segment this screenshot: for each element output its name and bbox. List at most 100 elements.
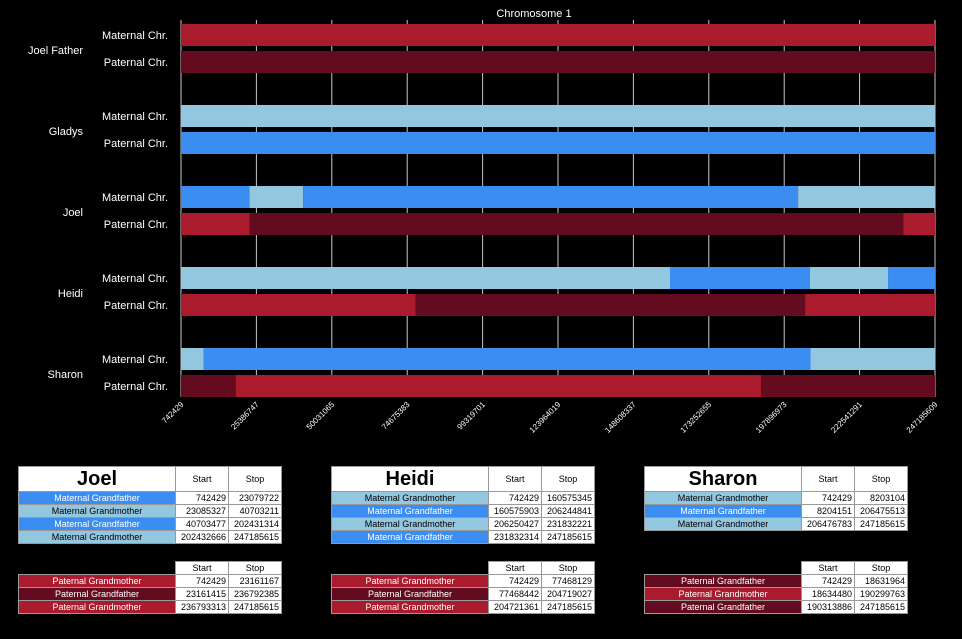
segment-start: 8204151	[801, 504, 855, 518]
x-tick-label: 247185609	[905, 400, 940, 435]
segment-stop: 247185615	[541, 600, 595, 614]
segment-bar	[235, 375, 761, 397]
segment-stop: 18631964	[854, 574, 908, 588]
segment-stop: 23079722	[228, 491, 282, 505]
segment-bar	[249, 186, 304, 208]
segment-start: 40703477	[175, 517, 229, 531]
start-header: Start	[175, 561, 229, 575]
segment-start: 23085327	[175, 504, 229, 518]
segment-source: Paternal Grandmother	[331, 574, 489, 588]
x-tick-label: 148608337	[603, 400, 638, 435]
stop-header: Stop	[228, 561, 282, 575]
segment-bar	[249, 213, 904, 235]
stop-header: Stop	[541, 561, 595, 575]
start-header: Start	[488, 466, 542, 492]
segment-start: 204721361	[488, 600, 542, 614]
track-label: Paternal Chr.	[104, 57, 168, 69]
segment-bar	[760, 375, 935, 397]
segment-source: Maternal Grandmother	[644, 491, 802, 505]
maternal-table: Heidi Start Stop Maternal Grandmother 742429…	[331, 466, 595, 544]
segment-start: 23161415	[175, 587, 229, 601]
person-label: Joel Father	[28, 45, 83, 57]
segment-stop: 23161167	[228, 574, 282, 588]
segment-source: Maternal Grandfather	[18, 517, 176, 531]
segment-bar	[181, 105, 935, 127]
start-header: Start	[801, 561, 855, 575]
track-label: Paternal Chr.	[104, 381, 168, 393]
segment-start: 202432666	[175, 530, 229, 544]
segment-bar	[181, 132, 935, 154]
x-tick-label: 222541291	[829, 400, 864, 435]
segment-stop: 206475513	[854, 504, 908, 518]
segment-bar	[888, 267, 935, 289]
segment-source: Maternal Grandmother	[644, 517, 802, 531]
segment-bar	[181, 267, 671, 289]
track-label: Maternal Chr.	[102, 192, 168, 204]
segment-stop: 247185615	[854, 517, 908, 531]
segment-source: Maternal Grandmother	[331, 517, 489, 531]
segment-start: 742429	[175, 574, 229, 588]
segment-source: Maternal Grandfather	[331, 504, 489, 518]
track-label: Maternal Chr.	[102, 273, 168, 285]
segment-source: Paternal Grandfather	[644, 600, 802, 614]
stop-header: Stop	[541, 466, 595, 492]
segment-stop: 247185615	[854, 600, 908, 614]
segment-stop: 202431314	[228, 517, 282, 531]
segment-stop: 160575345	[541, 491, 595, 505]
segment-source: Paternal Grandmother	[331, 600, 489, 614]
person-label: Heidi	[58, 288, 83, 300]
segment-source: Maternal Grandfather	[644, 504, 802, 518]
segment-bar	[805, 294, 935, 316]
segment-stop: 40703211	[228, 504, 282, 518]
segment-source: Paternal Grandfather	[18, 587, 176, 601]
stop-header: Stop	[854, 466, 908, 492]
x-tick-label: 74675383	[380, 400, 412, 432]
start-header: Start	[488, 561, 542, 575]
segment-bar	[798, 186, 935, 208]
track-label: Paternal Chr.	[104, 219, 168, 231]
segment-start: 742429	[175, 491, 229, 505]
x-tick-label: 123964019	[528, 400, 563, 435]
person-label: Joel	[63, 207, 83, 219]
track-label: Paternal Chr.	[104, 138, 168, 150]
segment-stop: 8203104	[854, 491, 908, 505]
segment-stop: 236792385	[228, 587, 282, 601]
segment-start: 77468442	[488, 587, 542, 601]
segment-stop: 247185615	[228, 530, 282, 544]
track-label: Maternal Chr.	[102, 111, 168, 123]
x-tick-label: 50031065	[305, 400, 337, 432]
segment-start: 18634480	[801, 587, 855, 601]
x-tick-label: 99319701	[455, 400, 487, 432]
chart-title: Chromosome 1	[496, 8, 571, 20]
track-label: Maternal Chr.	[102, 354, 168, 366]
segment-bar	[181, 24, 935, 46]
segment-bar	[181, 51, 935, 73]
segment-stop: 231832221	[541, 517, 595, 531]
segment-bar	[181, 213, 250, 235]
segment-bar	[181, 375, 236, 397]
segment-source: Maternal Grandmother	[18, 504, 176, 518]
person-label: Gladys	[49, 126, 84, 138]
table-title: Heidi	[331, 466, 489, 492]
x-tick-label: 197896973	[754, 400, 789, 435]
table-title: Sharon	[644, 466, 802, 492]
segment-start: 160575903	[488, 504, 542, 518]
paternal-table: Start Stop Paternal Grandmother 742429 77468…	[331, 561, 595, 614]
stop-header: Stop	[854, 561, 908, 575]
track-label: Paternal Chr.	[104, 300, 168, 312]
segment-stop: 190299763	[854, 587, 908, 601]
segment-start: 206476783	[801, 517, 855, 531]
segment-bar	[203, 348, 811, 370]
segment-source: Paternal Grandfather	[331, 587, 489, 601]
segment-source: Maternal Grandmother	[331, 491, 489, 505]
segment-source: Paternal Grandmother	[644, 587, 802, 601]
segment-bar	[181, 294, 416, 316]
person-label: Sharon	[48, 369, 83, 381]
segment-start: 742429	[801, 491, 855, 505]
segment-source: Maternal Grandmother	[18, 530, 176, 544]
segment-start: 190313886	[801, 600, 855, 614]
paternal-table: Start Stop Paternal Grandfather 742429 18631…	[644, 561, 908, 614]
x-tick-label: 742429	[160, 400, 186, 426]
maternal-table: Sharon Start Stop Maternal Grandmother 74242…	[644, 466, 908, 531]
segment-start: 742429	[488, 491, 542, 505]
